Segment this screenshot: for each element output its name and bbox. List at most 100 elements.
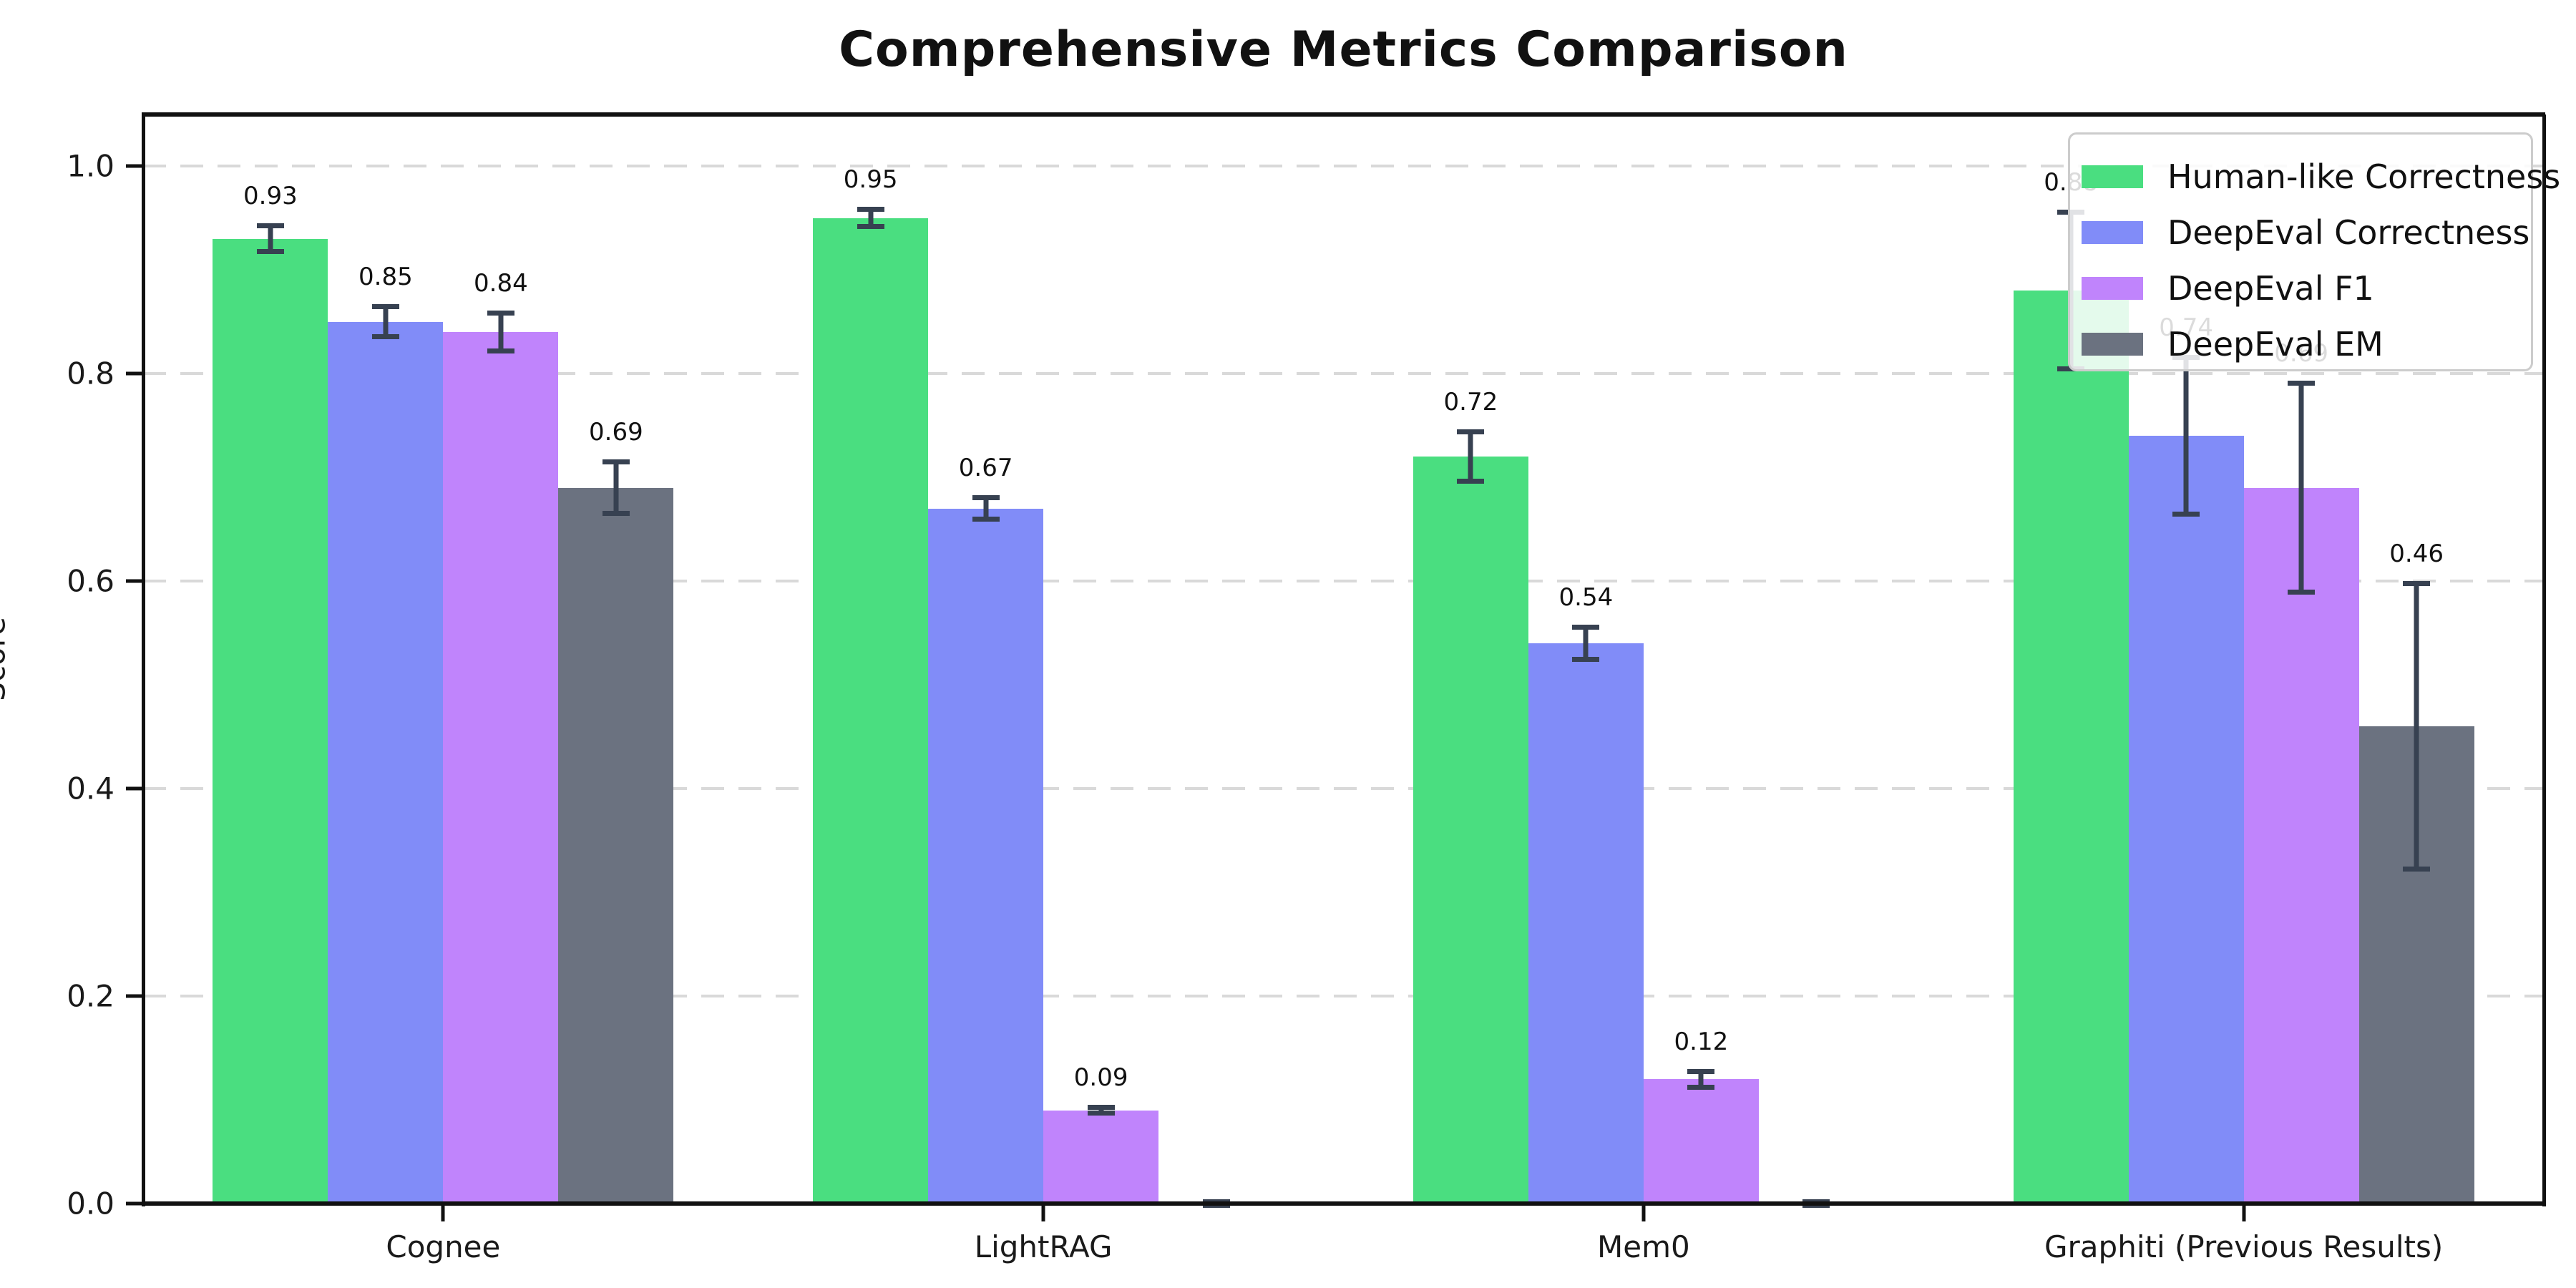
bar-value-label: 0.12 [1674, 1027, 1729, 1056]
error-bar [256, 223, 284, 255]
legend-item: DeepEval Correctness [2082, 205, 2531, 260]
error-bar [1687, 1068, 1715, 1090]
y-tick-label: 0.2 [67, 978, 114, 1014]
gridline-y-0.4 [143, 787, 2544, 790]
error-bar-line [983, 494, 989, 522]
error-bar-cap [487, 348, 514, 354]
error-bar-cap [2172, 512, 2200, 517]
error-bar-line [1468, 429, 1473, 484]
y-tick-label: 0.8 [67, 356, 114, 391]
x-tick-label-3: Mem0 [1597, 1229, 1690, 1264]
legend-item: DeepEval F1 [2082, 260, 2531, 316]
error-bar-cap [2288, 381, 2316, 386]
y-tick-mark [126, 1201, 142, 1206]
y-tick-mark [126, 786, 142, 791]
error-bar-cap [256, 249, 284, 255]
chart-title: Comprehensive Metrics Comparison [839, 21, 1848, 78]
error-bar-line [383, 303, 389, 340]
gridline-y-0.8 [143, 372, 2544, 375]
error-bar-cap [602, 510, 630, 516]
error-bar-line [2414, 581, 2419, 872]
error-bar-cap [487, 310, 514, 316]
y-tick-mark [126, 579, 142, 583]
error-bar [2403, 581, 2431, 872]
error-bar-cap [1457, 429, 1485, 435]
error-bar-cap [1572, 657, 1600, 663]
error-bar-line [1583, 624, 1589, 663]
error-bar-cap [857, 206, 884, 212]
legend-label: Human-like Correctness [2167, 157, 2561, 196]
error-bar-line [2183, 354, 2189, 517]
error-bar-cap [371, 334, 399, 340]
error-bar-cap [256, 223, 284, 228]
gridline-y-0.2 [143, 995, 2544, 997]
error-bar-cap [1457, 478, 1485, 484]
bar-value-label: 0.93 [243, 181, 298, 210]
bar [1413, 457, 1528, 1204]
bar [443, 332, 559, 1204]
legend-swatch [2082, 277, 2143, 300]
y-axis-title: Score [0, 617, 12, 701]
error-bar-cap [602, 459, 630, 465]
plot-area: 0.930.950.720.880.850.670.540.740.840.09… [143, 114, 2544, 1208]
error-bar-line [268, 223, 273, 255]
axis-spine-bottom [142, 1201, 2545, 1206]
y-tick-label: 1.0 [67, 148, 114, 184]
error-bar-cap [972, 517, 1000, 522]
bar [813, 218, 929, 1204]
axis-spine-top [142, 112, 2545, 117]
axis-spine-right [2542, 114, 2546, 1206]
bar-value-label: 0.72 [1443, 388, 1498, 417]
legend-swatch [2082, 165, 2143, 188]
axis-spine-left [142, 114, 145, 1206]
legend-label: DeepEval EM [2167, 325, 2384, 364]
y-tick-label: 0.6 [67, 563, 114, 599]
legend-label: DeepEval F1 [2167, 269, 2374, 308]
error-bar-cap [1087, 1105, 1115, 1111]
error-bar [487, 310, 514, 354]
error-bar [857, 206, 884, 230]
error-bar-line [1698, 1068, 1704, 1090]
error-bar-line [613, 459, 619, 516]
bar [558, 487, 674, 1204]
x-tick-mark [1641, 1206, 1646, 1221]
bar [1528, 643, 1644, 1204]
error-bar-cap [2403, 581, 2431, 586]
error-bar-line [498, 310, 504, 354]
error-bar-cap [972, 494, 1000, 500]
legend-item: Human-like Correctness [2082, 149, 2560, 205]
legend: Human-like Correctness DeepEval Correctne… [2068, 132, 2560, 372]
x-tick-mark [441, 1206, 445, 1221]
error-bar-line [1098, 1105, 1104, 1116]
error-bar-cap [2288, 589, 2316, 595]
error-bar [2172, 354, 2200, 517]
bar-value-label: 0.46 [2389, 540, 2444, 568]
legend-label: DeepEval Correctness [2167, 213, 2530, 252]
error-bar-cap [1087, 1110, 1115, 1116]
legend-item: DeepEval EM [2082, 316, 2531, 372]
x-tick-mark [2242, 1206, 2246, 1221]
error-bar-cap [371, 303, 399, 309]
gridline-y-0.6 [143, 580, 2544, 582]
x-tick-label-2: LightRAG [974, 1229, 1113, 1264]
error-bar [602, 459, 630, 516]
bar [2128, 436, 2244, 1204]
bar [1043, 1110, 1159, 1204]
bar-value-label: 0.09 [1073, 1063, 1128, 1093]
bar [2013, 291, 2129, 1204]
error-bar-cap [1572, 624, 1600, 630]
error-bar-cap [2403, 867, 2431, 872]
error-bar-line [2298, 381, 2304, 595]
bar-value-label: 0.84 [474, 268, 528, 298]
bar [2243, 487, 2359, 1204]
error-bar [1572, 624, 1600, 663]
x-tick-label-1: Cognee [386, 1229, 501, 1264]
error-bar-cap [857, 224, 884, 230]
bar-value-label: 0.69 [589, 418, 643, 447]
error-bar [1087, 1105, 1115, 1116]
bar [1643, 1079, 1759, 1204]
error-bar-cap [1687, 1084, 1715, 1090]
bar-value-label: 0.67 [958, 453, 1013, 482]
error-bar-cap [1687, 1068, 1715, 1074]
